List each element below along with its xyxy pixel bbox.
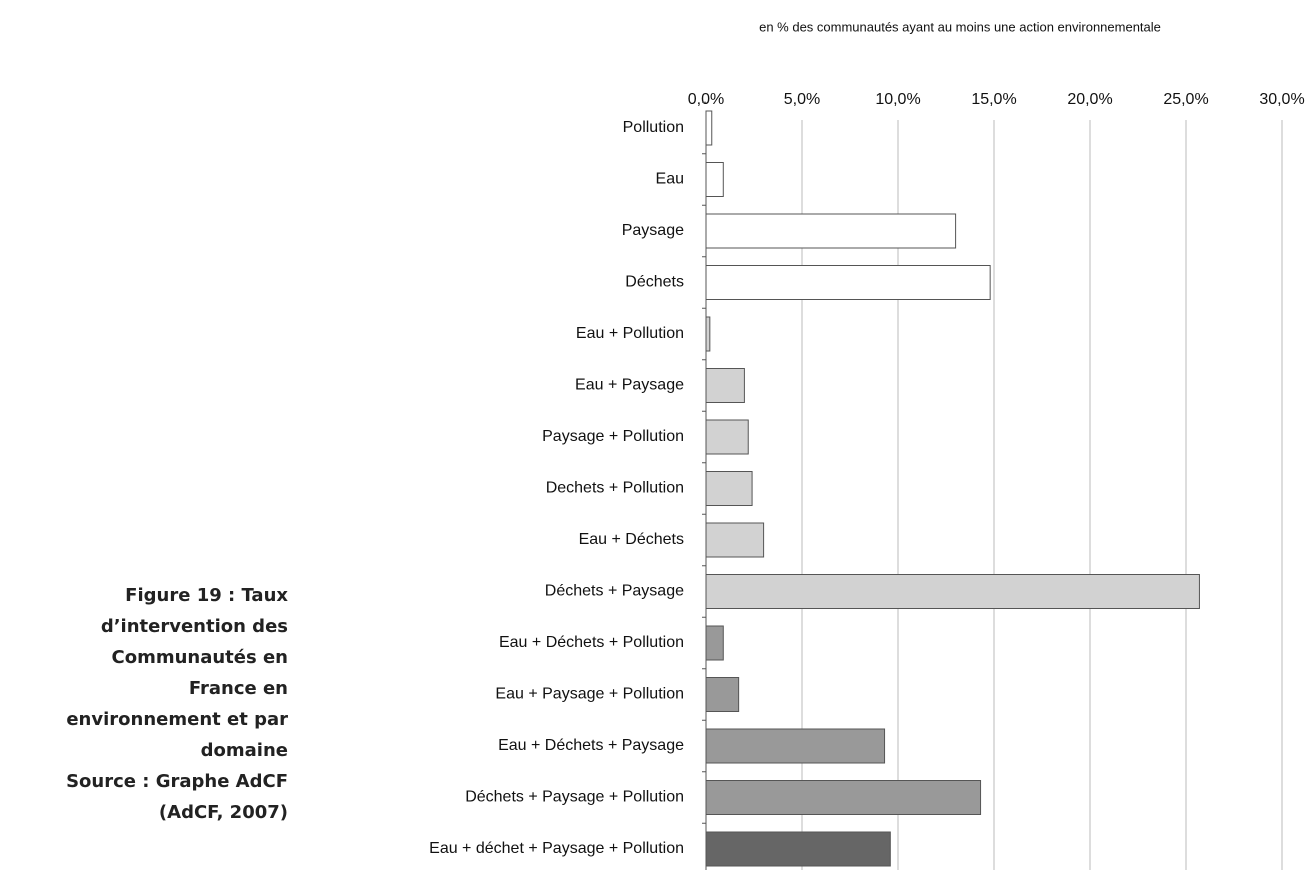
x-tick-label: 30,0% [1259, 91, 1304, 108]
y-tick-label: Pollution [623, 119, 684, 136]
bar [705, 677, 740, 712]
bar [705, 625, 724, 661]
y-tick-label: Eau + Paysage + Pollution [495, 686, 684, 703]
y-tick-label: Déchets + Paysage + Pollution [465, 789, 684, 806]
bar [705, 471, 753, 506]
y-tick-label: Eau + Déchets [579, 531, 684, 548]
y-tick-label: Paysage [622, 222, 684, 239]
bar [705, 419, 749, 455]
y-tick-label: Eau + Pollution [576, 325, 684, 342]
caption-line: Communautés en [112, 647, 289, 668]
axis-title: en % des communautés ayant au moins une … [759, 19, 1161, 34]
y-tick-label: Paysage + Pollution [542, 428, 684, 445]
bar [705, 728, 886, 764]
x-tick-label: 25,0% [1163, 91, 1208, 108]
source-line: Source : Graphe AdCF [66, 771, 288, 792]
y-tick-label: Eau + déchet + Paysage + Pollution [429, 840, 684, 857]
bar [705, 110, 713, 146]
bar [705, 162, 724, 197]
source-line: (AdCF, 2007) [159, 802, 288, 823]
y-tick-label: Eau [656, 171, 684, 188]
x-tick-label: 0,0% [688, 91, 724, 108]
bar [705, 265, 991, 300]
caption-line: domaine [201, 740, 288, 761]
caption-line: environnement et par [66, 709, 288, 730]
bar [705, 368, 745, 403]
x-tick-label: 15,0% [971, 91, 1016, 108]
caption-line: France en [189, 678, 288, 699]
y-tick-label: Eau + Paysage [575, 377, 684, 394]
x-tick-label: 5,0% [784, 91, 820, 108]
bar [705, 316, 711, 352]
bar [705, 522, 765, 558]
caption-line: d’intervention des [101, 616, 288, 637]
y-tick-label: Eau + Déchets + Paysage [498, 737, 684, 754]
bar [705, 780, 982, 815]
x-tick-label: 10,0% [875, 91, 920, 108]
bar [705, 831, 891, 867]
x-tick-label: 20,0% [1067, 91, 1112, 108]
bar [705, 213, 957, 249]
bar [705, 574, 1200, 609]
y-tick-label: Dechets + Pollution [546, 480, 684, 497]
y-tick-label: Déchets [625, 274, 684, 291]
caption-line: Figure 19 : Taux [125, 585, 288, 606]
y-tick-label: Eau + Déchets + Pollution [499, 634, 684, 651]
y-tick-label: Déchets + Paysage [545, 583, 684, 600]
